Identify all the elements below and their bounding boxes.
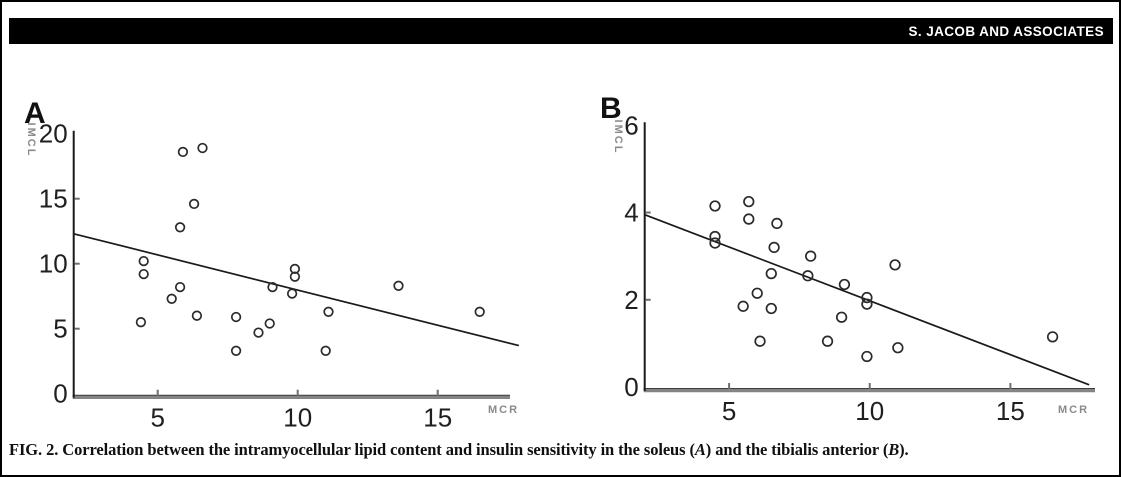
scatter-point <box>323 306 334 317</box>
y-tick-label: 2 <box>624 285 638 315</box>
scatter-point <box>267 281 278 293</box>
x-tick-label: 15 <box>423 403 452 432</box>
regression-line <box>73 232 520 347</box>
panel-label: B <box>600 92 622 125</box>
y-tick-label: 6 <box>624 110 638 140</box>
caption-text-3: ). <box>899 440 909 459</box>
figure-caption: FIG. 2. Correlation between the intramyo… <box>9 440 1115 460</box>
scatter-point <box>737 300 749 312</box>
x-tick-label: 10 <box>283 403 312 432</box>
scatter-point <box>892 342 904 354</box>
scatter-point <box>709 200 721 212</box>
scatter-point <box>197 142 208 154</box>
x-tick-label: 15 <box>996 396 1025 426</box>
x-axis-title: MCR <box>1058 404 1089 416</box>
scatter-point <box>861 291 873 304</box>
scatter-point <box>286 288 298 299</box>
caption-panel-b-ref: B <box>888 440 900 459</box>
scatter-point <box>174 281 186 293</box>
scatter-point <box>1046 331 1059 343</box>
x-tick-label: 5 <box>150 403 164 432</box>
x-tick-label: 5 <box>722 396 736 426</box>
scatter-point <box>805 250 817 262</box>
scatter-point <box>765 267 777 280</box>
scatter-point <box>138 255 149 267</box>
scatter-point <box>188 198 200 210</box>
running-head-text: S. JACOB AND ASSOCIATES <box>908 23 1104 39</box>
scatter-point <box>709 230 721 243</box>
panel-label: A <box>24 97 46 130</box>
scatter-point <box>393 280 404 291</box>
scatter-point <box>177 146 189 158</box>
scatter-point <box>191 310 203 321</box>
scatter-point <box>765 302 777 315</box>
caption-text-2: ) and the tibialis anterior ( <box>705 440 889 459</box>
y-tick-label: 15 <box>39 184 68 214</box>
scatter-point <box>889 259 901 271</box>
y-tick-label: 20 <box>39 119 68 149</box>
y-axis-title: IMCL <box>612 120 624 155</box>
scatter-point <box>320 345 331 356</box>
scatter-point <box>138 268 149 280</box>
scatter-point <box>474 306 485 317</box>
y-tick-label: 5 <box>53 314 67 344</box>
x-tick-label: 10 <box>855 396 884 426</box>
scatter-point <box>709 237 721 249</box>
scatter-point <box>174 222 186 233</box>
scatter-point <box>771 217 783 230</box>
scatter-point <box>754 335 766 347</box>
scatter-point <box>838 278 851 291</box>
scatter-point <box>751 287 763 299</box>
scatter-point <box>861 298 873 310</box>
y-axis-title: IMCL <box>25 123 37 158</box>
scatter-point <box>768 241 780 254</box>
scatter-point <box>743 195 755 208</box>
x-axis-title: MCR <box>488 404 519 416</box>
y-tick-label: 4 <box>624 198 638 228</box>
scatter-point <box>166 293 177 304</box>
scatter-point <box>835 311 848 323</box>
scatter-point <box>861 350 873 363</box>
scatter-point <box>264 318 275 329</box>
y-tick-label: 0 <box>53 379 67 409</box>
scatter-point <box>253 327 264 338</box>
scatter-point <box>230 311 242 323</box>
scatter-point <box>230 345 242 356</box>
caption-panel-a-ref: A <box>694 440 706 459</box>
running-head-bar: S. JACOB AND ASSOCIATES <box>9 18 1113 44</box>
caption-text-1: FIG. 2. Correlation between the intramyo… <box>9 440 695 459</box>
scatter-point <box>821 335 834 347</box>
scatter-point <box>135 317 147 328</box>
scatter-point <box>743 213 755 225</box>
scatter-point <box>802 270 814 282</box>
scatter-point <box>289 271 301 282</box>
y-tick-label: 0 <box>624 372 638 402</box>
y-tick-label: 10 <box>39 249 68 279</box>
